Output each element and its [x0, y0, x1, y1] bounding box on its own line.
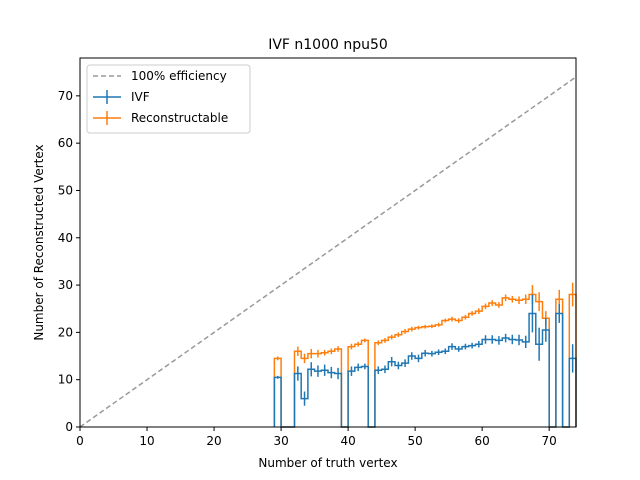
series-ivf [273, 294, 577, 428]
y-tick-label: 60 [58, 136, 73, 150]
legend-label-efficiency: 100% efficiency [131, 69, 227, 83]
x-axis-ticks: 0 10 20 30 40 50 60 70 [76, 427, 557, 448]
axes-frame [79, 57, 577, 428]
x-axis-label: Number of truth vertex [258, 456, 397, 470]
series-layer [79, 76, 577, 428]
y-tick-label: 0 [65, 420, 73, 434]
chart-title: IVF n1000 npu50 [268, 37, 388, 53]
x-tick-label: 30 [273, 434, 288, 448]
legend-box [86, 64, 251, 134]
x-tick-label: 50 [407, 434, 422, 448]
x-tick-label: 40 [340, 434, 355, 448]
legend-label-ivf: IVF [131, 90, 150, 104]
x-tick-label: 0 [76, 434, 84, 448]
x-tick-label: 10 [139, 434, 154, 448]
y-tick-label: 50 [58, 183, 73, 197]
legend-marker-reconstructable [93, 111, 121, 125]
legend-marker-ivf [93, 90, 121, 104]
legend: 100% efficiency IVF Reconstructable [86, 64, 251, 134]
plot-area: 0 10 20 30 40 50 60 70 0 10 20 30 40 50 60 70 [58, 57, 577, 448]
x-tick-label: 70 [542, 434, 557, 448]
series-step-line-reconstructable [273, 293, 577, 428]
y-tick-label: 30 [58, 278, 73, 292]
x-tick-label: 20 [206, 434, 221, 448]
y-axis-ticks: 0 10 20 30 40 50 60 70 [58, 89, 80, 434]
y-tick-label: 20 [58, 325, 73, 339]
y-tick-label: 10 [58, 373, 73, 387]
efficiency-line [79, 76, 577, 428]
y-tick-label: 70 [58, 89, 73, 103]
y-tick-label: 40 [58, 231, 73, 245]
y-axis-label: Number of Reconstructed Vertex [32, 144, 46, 340]
x-tick-label: 60 [475, 434, 490, 448]
legend-label-reconstructable: Reconstructable [131, 111, 228, 125]
